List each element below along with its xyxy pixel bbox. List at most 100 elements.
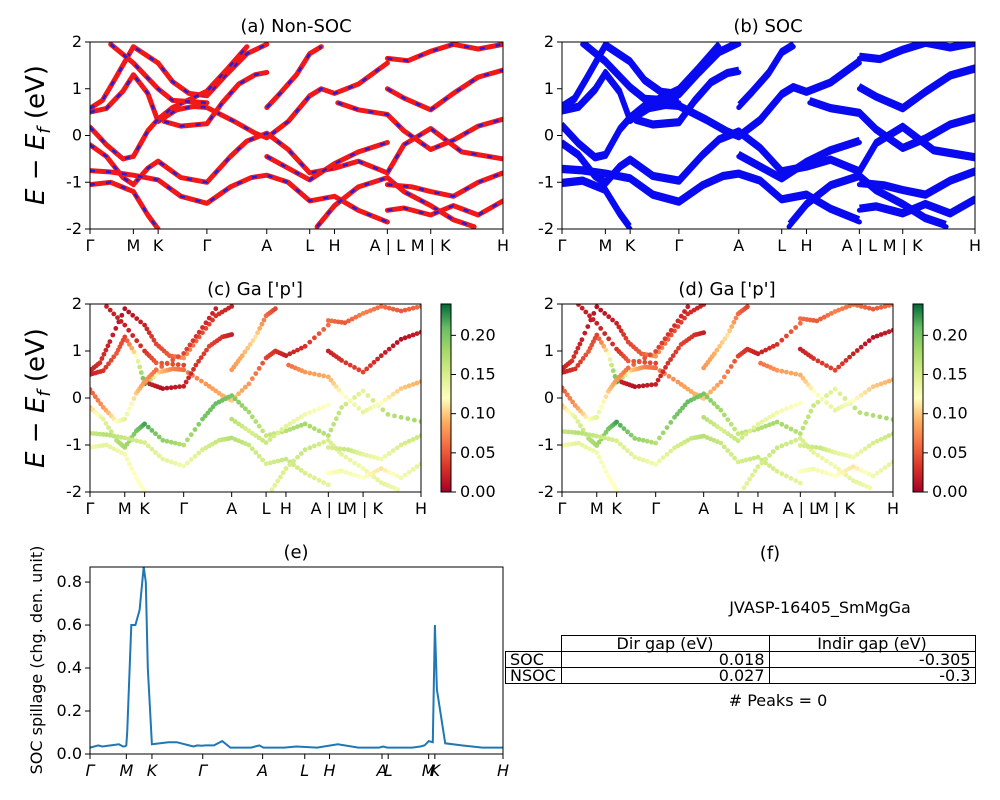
panel-c-ytick-label: -1 bbox=[66, 435, 82, 454]
projection-point bbox=[770, 466, 776, 471]
projection-point bbox=[594, 414, 600, 420]
projection-point bbox=[570, 399, 575, 405]
projection-point bbox=[236, 421, 242, 427]
projection-point bbox=[825, 312, 831, 318]
projection-point bbox=[316, 441, 322, 447]
nonsoc-band-line bbox=[335, 100, 503, 152]
projection-point bbox=[253, 419, 259, 424]
projection-point bbox=[126, 461, 132, 467]
projection-point bbox=[805, 382, 811, 388]
nonsoc-band-dash bbox=[386, 68, 503, 112]
projection-point bbox=[793, 371, 799, 377]
projection-point bbox=[375, 468, 380, 473]
projection-point bbox=[577, 341, 583, 347]
nonsoc-band-dash bbox=[109, 43, 207, 105]
projection-point bbox=[743, 431, 749, 437]
projection-point bbox=[618, 328, 624, 334]
panel-e-line bbox=[89, 566, 503, 749]
panel-e-xtick-label: Γ bbox=[198, 761, 208, 780]
projection-point bbox=[280, 470, 286, 476]
projection-point bbox=[672, 414, 677, 420]
projection-point bbox=[847, 475, 852, 481]
projection-point bbox=[321, 327, 327, 332]
projection-point bbox=[602, 311, 608, 316]
projection-point bbox=[103, 364, 109, 370]
projection-point bbox=[347, 398, 353, 404]
projection-point bbox=[866, 443, 872, 449]
projection-point bbox=[870, 306, 876, 312]
projection-point bbox=[267, 460, 273, 466]
projection-point bbox=[573, 350, 579, 355]
projection-point bbox=[181, 351, 187, 356]
projection-point bbox=[168, 439, 174, 445]
panel-a-ytick-label: 1 bbox=[72, 79, 82, 98]
projection-point bbox=[260, 457, 265, 463]
projection-point bbox=[725, 369, 731, 375]
projection-point bbox=[779, 443, 785, 449]
projection-point bbox=[721, 429, 727, 434]
panel-c-xtick-label: K bbox=[139, 499, 150, 518]
soc-band-line bbox=[807, 100, 975, 152]
panel-b-xtick-label: Γ bbox=[558, 236, 567, 255]
projection-point bbox=[307, 339, 313, 345]
projection-point bbox=[364, 468, 370, 474]
projection-point bbox=[721, 374, 727, 380]
projection-point bbox=[263, 461, 269, 467]
panel-a-xtick-label: A bbox=[261, 236, 272, 255]
projection-point bbox=[325, 482, 331, 488]
projection-point bbox=[347, 471, 353, 477]
projection-point bbox=[364, 407, 370, 413]
projection-point bbox=[336, 410, 342, 416]
nonsoc-band-line bbox=[384, 67, 503, 113]
soc-band-line bbox=[562, 168, 862, 225]
projection-point bbox=[858, 304, 864, 309]
projection-point bbox=[302, 421, 308, 427]
projection-point bbox=[196, 450, 202, 456]
projection-point bbox=[770, 449, 776, 454]
projection-point bbox=[328, 427, 334, 433]
projection-point bbox=[843, 472, 849, 478]
projection-point bbox=[382, 304, 388, 310]
projection-point bbox=[647, 360, 653, 366]
projection-point bbox=[870, 384, 876, 390]
projection-point bbox=[606, 336, 612, 342]
projection-point bbox=[406, 306, 412, 312]
projection-point bbox=[164, 385, 170, 391]
panel-b-ytick-label: -2 bbox=[538, 219, 554, 238]
projection-point bbox=[836, 307, 842, 313]
projection-point bbox=[739, 430, 745, 436]
projection-point bbox=[316, 406, 322, 412]
projection-point bbox=[828, 461, 834, 467]
projection-point bbox=[229, 393, 235, 398]
panel-d-colorbar-tick-label: 0.00 bbox=[932, 482, 968, 501]
projection-point bbox=[124, 456, 130, 462]
projection-point bbox=[755, 426, 761, 432]
projection-point bbox=[878, 381, 884, 387]
projection-point bbox=[623, 335, 629, 341]
projection-point bbox=[291, 462, 296, 468]
soc-band-line bbox=[736, 140, 862, 183]
projection-point bbox=[390, 471, 396, 477]
projection-point bbox=[325, 433, 331, 438]
panel-e-frame bbox=[89, 566, 504, 755]
nonsoc-band-line bbox=[90, 60, 390, 141]
projection-point bbox=[371, 306, 377, 312]
projection-point bbox=[138, 439, 144, 445]
projection-point bbox=[331, 381, 336, 386]
projection-point bbox=[867, 485, 873, 491]
projection-point bbox=[181, 463, 187, 469]
projection-point bbox=[256, 423, 262, 429]
projection-point bbox=[882, 435, 888, 440]
projection-point bbox=[118, 319, 124, 324]
projection-point bbox=[870, 413, 876, 418]
projection-point bbox=[263, 433, 269, 438]
projection-point bbox=[850, 304, 856, 307]
projection-point bbox=[788, 439, 794, 445]
projection-point bbox=[840, 404, 845, 409]
projection-point bbox=[275, 430, 281, 436]
projection-point bbox=[239, 423, 245, 429]
projection-point bbox=[621, 445, 627, 450]
projection-point bbox=[578, 423, 583, 429]
projection-point bbox=[283, 456, 289, 462]
